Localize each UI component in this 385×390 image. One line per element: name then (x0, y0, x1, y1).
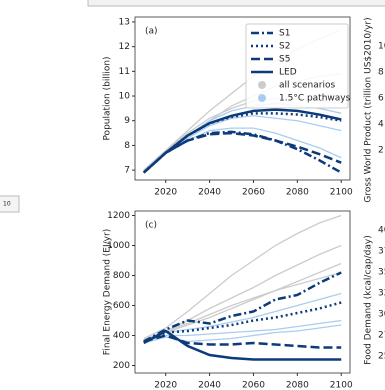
series-line (142, 108, 342, 174)
x-tick-label: 2080 (286, 381, 309, 390)
y-tick-label: 600 (113, 301, 130, 311)
scenario-line (143, 292, 342, 343)
series-line (142, 130, 342, 174)
panel-label: (c) (145, 221, 157, 231)
x-tick-label: 2040 (198, 381, 221, 390)
y-tick-label: 11 (119, 67, 130, 77)
x-tick-label: 2080 (286, 188, 309, 198)
series-line (142, 112, 342, 174)
legend-swatch (258, 81, 266, 89)
y-tick-label: 400 (113, 331, 130, 341)
legend-label: S1 (279, 29, 290, 39)
scenario-line (143, 214, 342, 340)
b-tick-label: 2 (378, 146, 384, 156)
legend-label: LED (279, 68, 297, 78)
y-axis-label: Population (billion) (103, 56, 113, 140)
legend-swatch (258, 94, 266, 102)
scenario-line (143, 271, 342, 341)
b-tick-label: 8 (378, 68, 384, 78)
y-tick-label: 1200 (107, 211, 130, 221)
y-tick-label: 10 (119, 92, 131, 102)
series-line (143, 271, 342, 343)
d-tick-label: 27 (378, 331, 385, 341)
plot-area (134, 210, 351, 374)
top-frame (87, 0, 385, 7)
x-tick-label: 2060 (242, 188, 265, 198)
legend-label: 1.5°C pathways (279, 94, 351, 104)
y-tick-label: 9 (124, 116, 130, 126)
x-tick-label: 2100 (330, 188, 353, 198)
legend-label: S2 (279, 42, 290, 52)
left-frame (0, 195, 20, 213)
series-line (142, 131, 342, 174)
x-tick-label: 2020 (154, 381, 177, 390)
left-tick: 10 (3, 201, 11, 208)
b-tick-label: 4 (378, 120, 384, 130)
series-line (143, 329, 342, 361)
legend-label: all scenarios (279, 81, 335, 91)
scenario-line (143, 319, 342, 343)
y-tick-label: 800 (113, 271, 130, 281)
x-tick-label: 2100 (330, 381, 353, 390)
d-tick-label: 37 (378, 247, 385, 257)
series-line (143, 301, 342, 343)
y-tick-label: 13 (119, 17, 130, 27)
panel-label: (a) (145, 27, 158, 37)
x-tick-label: 2060 (242, 381, 265, 390)
b-tick-label: 6 (378, 94, 384, 104)
y-axis-label: Final Energy Demand (EJ/yr) (103, 229, 113, 355)
legend-label: S5 (279, 55, 290, 65)
b-tick-label: 10 (378, 42, 385, 52)
y-tick-label: 1000 (107, 241, 130, 251)
d-tick-label: 32 (378, 289, 385, 299)
d-tick-label: 40 (378, 226, 385, 236)
d-tick-label: 35 (378, 268, 385, 278)
d-tick-label: 25 (378, 352, 385, 362)
y-tick-label: 7 (124, 166, 130, 176)
scenario-line (143, 262, 342, 343)
b-ylabel: Gross World Product (trillion US$2010/yr… (364, 17, 374, 202)
y-tick-label: 12 (119, 42, 130, 52)
y-tick-label: 200 (113, 361, 130, 371)
x-tick-label: 2040 (198, 188, 221, 198)
y-tick-label: 8 (124, 141, 130, 151)
d-tick-label: 30 (378, 310, 385, 320)
d-ylabel: Food Demand (kcal/cap/day) (364, 235, 374, 364)
x-tick-label: 2020 (154, 188, 177, 198)
